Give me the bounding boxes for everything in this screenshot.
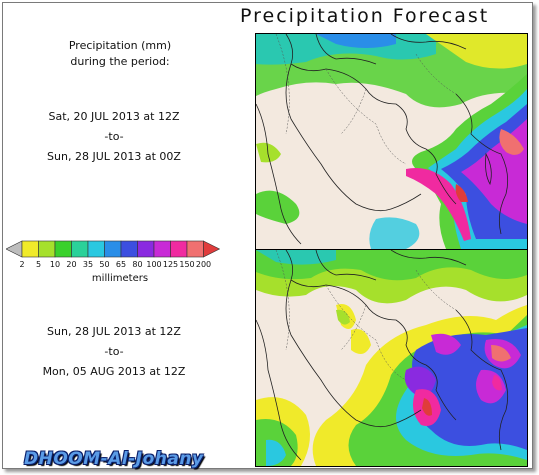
legend-units: millimeters [91, 273, 149, 284]
description-line1: Precipitation (mm) [68, 39, 172, 52]
legend-tick-label: 2 [19, 260, 25, 269]
legend-tick-label: 35 [82, 260, 94, 269]
legend-swatch [87, 240, 105, 258]
description: Precipitation (mm) during the period: [0, 38, 240, 70]
legend-tick-label: 100 [146, 260, 162, 269]
period1-separator: -to- [104, 130, 124, 143]
legend-swatch [21, 240, 39, 258]
legend-tick-label: 80 [132, 260, 143, 269]
watermark-signature: DHOOM-Al-Johany [24, 449, 204, 469]
legend-swatch [153, 240, 171, 258]
period2-text: Sun, 28 JUL 2013 at 12Z -to- Mon, 05 AUG… [0, 322, 234, 382]
legend-tick-label: 125 [162, 260, 179, 269]
legend-swatch [137, 240, 155, 258]
legend-swatch [38, 240, 56, 258]
legend-tick-label: 200 [195, 260, 212, 269]
description-line2: during the period: [70, 55, 170, 68]
legend-tick-label: 10 [49, 260, 61, 269]
legend-swatch [71, 240, 89, 258]
forecast-map-period2 [255, 249, 528, 467]
period2-start: Sun, 28 JUL 2013 at 12Z [47, 325, 181, 338]
period1-start: Sat, 20 JUL 2013 at 12Z [48, 110, 180, 123]
forecast-map-period1 [255, 33, 528, 250]
period1-text: Sat, 20 JUL 2013 at 12Z -to- Sun, 28 JUL… [0, 107, 234, 167]
legend-tick-label: 5 [35, 260, 42, 269]
legend-swatch [54, 240, 72, 258]
legend-arrow-low [6, 240, 23, 258]
legend-swatch [170, 240, 188, 258]
legend-tick-label: 65 [115, 260, 127, 269]
legend-swatch [104, 240, 122, 258]
page-title: Precipitation Forecast [240, 5, 490, 27]
legend-swatch [120, 240, 138, 258]
period1-end: Sun, 28 JUL 2013 at 00Z [47, 150, 181, 163]
legend-tick-label: 50 [99, 260, 110, 269]
period2-end: Mon, 05 AUG 2013 at 12Z [42, 365, 186, 378]
legend-swatch [186, 240, 204, 258]
period2-separator: -to- [104, 345, 124, 358]
legend-arrow-high [203, 240, 221, 258]
legend-tick-label: 20 [66, 260, 77, 269]
color-legend [6, 240, 221, 258]
legend-tick-label: 150 [179, 260, 195, 269]
